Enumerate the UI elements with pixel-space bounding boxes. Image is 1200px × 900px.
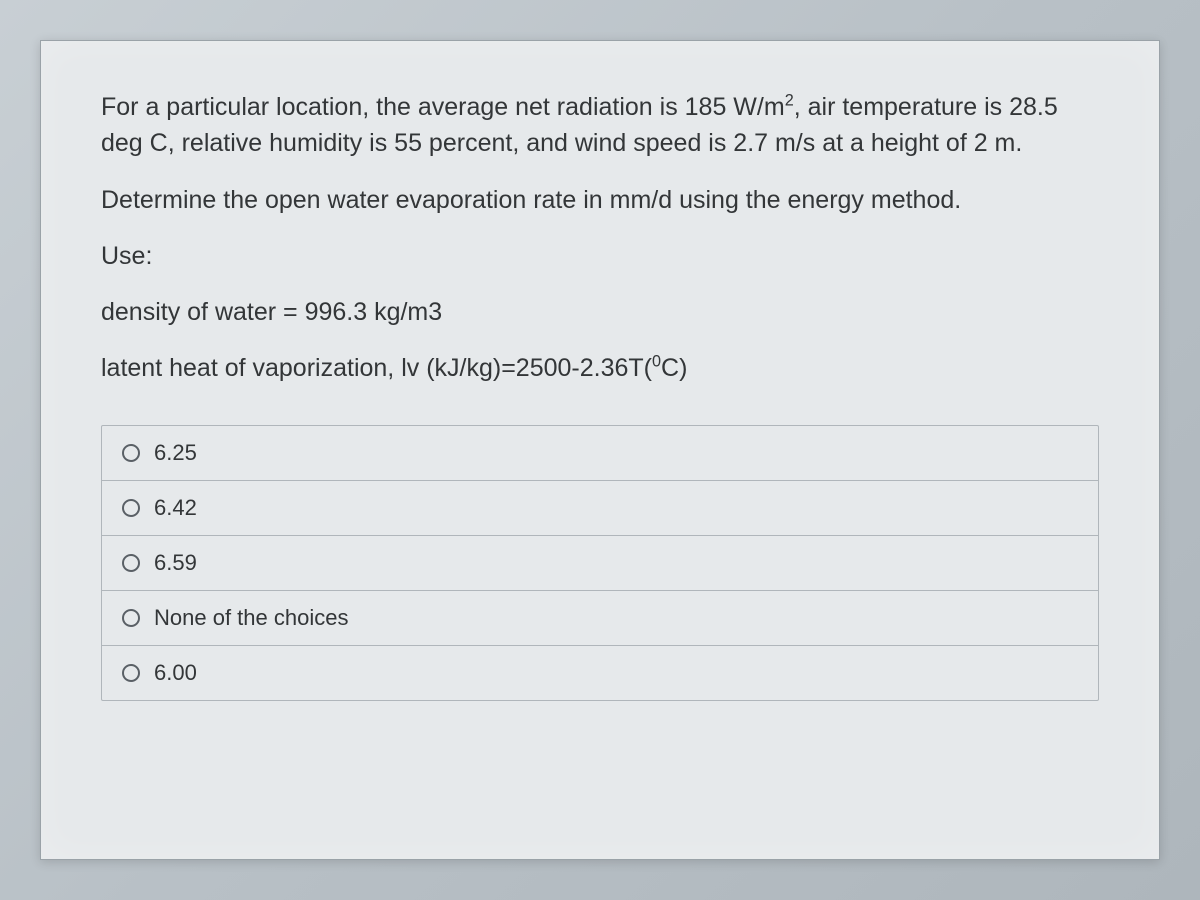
- question-body: For a particular location, the average n…: [101, 89, 1099, 387]
- question-paragraph-5: latent heat of vaporization, lv (kJ/kg)=…: [101, 350, 1099, 386]
- question-paragraph-4: density of water = 996.3 kg/m3: [101, 294, 1099, 330]
- option-row[interactable]: None of the choices: [102, 591, 1098, 646]
- options-list: 6.25 6.42 6.59 None of the choices 6.00: [101, 425, 1099, 701]
- radio-icon: [122, 664, 140, 682]
- option-row[interactable]: 6.42: [102, 481, 1098, 536]
- option-label: 6.25: [154, 440, 197, 466]
- radio-icon: [122, 554, 140, 572]
- option-row[interactable]: 6.25: [102, 426, 1098, 481]
- radio-icon: [122, 499, 140, 517]
- option-label: 6.42: [154, 495, 197, 521]
- option-label: 6.00: [154, 660, 197, 686]
- radio-icon: [122, 444, 140, 462]
- option-row[interactable]: 6.00: [102, 646, 1098, 700]
- option-row[interactable]: 6.59: [102, 536, 1098, 591]
- option-label: 6.59: [154, 550, 197, 576]
- question-paragraph-3: Use:: [101, 238, 1099, 274]
- question-paragraph-1: For a particular location, the average n…: [101, 89, 1099, 162]
- option-label: None of the choices: [154, 605, 348, 631]
- radio-icon: [122, 609, 140, 627]
- question-card: For a particular location, the average n…: [40, 40, 1160, 860]
- question-paragraph-2: Determine the open water evaporation rat…: [101, 182, 1099, 218]
